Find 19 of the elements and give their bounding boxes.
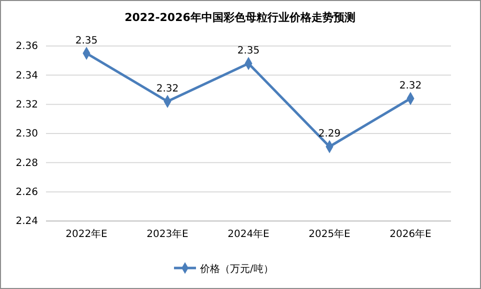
x-tick-label: 2024年E [228, 228, 270, 240]
data-label: 2.35 [75, 35, 98, 46]
data-label: 2.32 [156, 83, 179, 94]
data-label: 2.32 [399, 80, 422, 92]
y-tick-label: 2.24 [16, 216, 38, 228]
legend-label: 价格（万元/吨） [199, 263, 274, 275]
y-tick-label: 2.26 [16, 187, 38, 198]
y-tick-label: 2.28 [16, 158, 38, 169]
x-tick-label: 2025年E [308, 228, 350, 240]
y-tick-label: 2.34 [16, 70, 38, 82]
y-tick-label: 2.30 [16, 128, 38, 140]
x-tick-label: 2026年E [390, 228, 432, 240]
x-tick-label: 2023年E [146, 228, 188, 240]
y-tick-label: 2.32 [16, 100, 38, 111]
chart-title: 2022-2026年中国彩色母粒行业价格走势预测 [124, 11, 356, 24]
data-label: 2.35 [237, 46, 260, 56]
y-tick-label: 2.36 [16, 41, 38, 52]
data-label: 2.29 [318, 128, 341, 140]
x-tick-label: 2022年E [66, 228, 108, 240]
